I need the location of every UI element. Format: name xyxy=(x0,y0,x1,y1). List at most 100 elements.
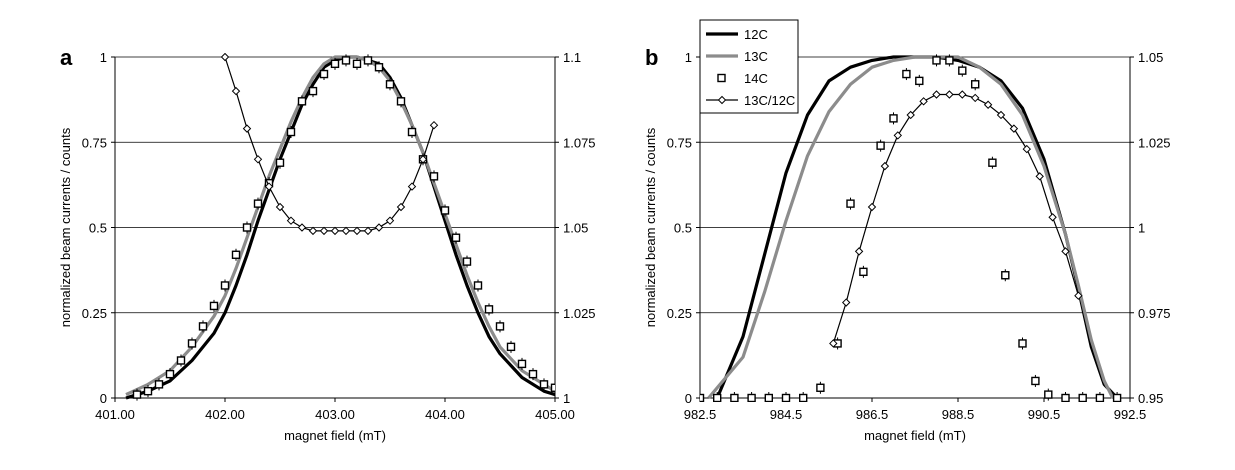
data-point xyxy=(781,393,791,402)
data-point xyxy=(958,66,967,75)
data-point xyxy=(1061,393,1070,402)
x-tick-label: 986.5 xyxy=(856,407,889,422)
data-point xyxy=(970,93,980,103)
data-point xyxy=(330,59,340,69)
data-point xyxy=(539,380,549,389)
legend-label: 13C xyxy=(744,49,768,64)
y2-tick-label: 0.95 xyxy=(1138,391,1163,406)
data-point xyxy=(1074,291,1083,300)
data-point xyxy=(1031,376,1040,386)
data-point xyxy=(231,250,241,259)
data-point xyxy=(880,161,890,171)
data-point xyxy=(440,206,450,215)
panel-letter: b xyxy=(645,45,658,70)
data-point xyxy=(958,90,967,99)
data-point xyxy=(429,172,439,181)
data-point xyxy=(1009,124,1019,133)
y2-tick-label: 1.075 xyxy=(563,135,596,150)
y2-tick-label: 1.025 xyxy=(563,306,596,321)
data-point xyxy=(841,298,851,307)
data-point xyxy=(1022,144,1032,154)
series-14c xyxy=(700,54,1122,402)
data-point xyxy=(484,305,494,314)
y2-tick-label: 1.025 xyxy=(1138,135,1171,150)
series-line-13c-12c xyxy=(832,93,1079,344)
y2-tick-label: 1.05 xyxy=(563,221,588,236)
data-point xyxy=(363,226,373,236)
data-point xyxy=(932,56,941,65)
data-point xyxy=(374,223,384,232)
y2-tick-label: 1.05 xyxy=(1138,50,1163,65)
data-point xyxy=(286,127,296,137)
x-tick-label: 984.5 xyxy=(770,407,803,422)
data-point xyxy=(275,158,285,167)
data-point xyxy=(889,114,898,123)
legend: 12C 13C 14C 13C/12C xyxy=(699,19,799,114)
data-point xyxy=(242,223,252,232)
data-point xyxy=(906,110,915,120)
data-point xyxy=(352,226,362,236)
series-line-13c xyxy=(125,55,555,397)
legend-label: 14C xyxy=(744,71,768,86)
x-axis-label: magnet field (mT) xyxy=(284,428,386,443)
data-point xyxy=(418,155,428,164)
data-point xyxy=(451,233,461,242)
series-13c-12c xyxy=(829,90,1083,348)
data-point xyxy=(1078,393,1087,402)
y-tick-label: 1 xyxy=(685,50,692,65)
y2-tick-label: 1 xyxy=(1138,221,1145,236)
series-13c xyxy=(125,55,555,397)
data-point xyxy=(854,247,864,256)
x-tick-label: 404.00 xyxy=(425,407,465,422)
y2-tick-label: 0.975 xyxy=(1138,306,1171,321)
legend-label: 13C/12C xyxy=(744,93,795,108)
data-point xyxy=(829,339,838,348)
data-point xyxy=(319,69,329,79)
data-point xyxy=(352,59,362,69)
data-point xyxy=(264,182,274,191)
panel-letter: a xyxy=(60,45,73,70)
data-point xyxy=(341,226,351,236)
data-point xyxy=(1048,213,1057,222)
data-point xyxy=(846,199,855,208)
data-point xyxy=(495,322,505,331)
data-point xyxy=(730,393,739,402)
x-tick-label: 982.5 xyxy=(684,407,717,422)
data-point xyxy=(550,383,555,392)
data-point xyxy=(859,267,868,277)
data-point xyxy=(286,216,296,225)
data-point xyxy=(919,97,928,106)
data-point xyxy=(209,301,219,311)
data-point xyxy=(876,141,885,150)
x-axis-label: magnet field (mT) xyxy=(864,428,966,443)
data-point xyxy=(799,393,808,402)
series-14c xyxy=(132,54,555,401)
y-tick-label: 0 xyxy=(100,391,107,406)
data-point xyxy=(764,393,773,402)
chart-panel-b: 0 0.25 0.5 0.75 1 0.95 0.975 1 1.025 1.05 982.5 984… xyxy=(643,19,1171,443)
data-point xyxy=(506,342,516,352)
data-point xyxy=(220,281,230,290)
data-point xyxy=(341,56,351,65)
data-point xyxy=(1095,393,1105,402)
x-tick-label: 990.5 xyxy=(1028,407,1061,422)
data-point xyxy=(396,202,406,212)
data-point xyxy=(747,393,756,402)
data-point xyxy=(1044,390,1053,399)
data-point xyxy=(154,380,164,389)
data-point xyxy=(462,257,472,266)
data-point xyxy=(429,120,439,130)
data-point xyxy=(713,393,722,402)
data-point xyxy=(902,69,911,79)
x-tick-label: 403.00 xyxy=(315,407,355,422)
data-point xyxy=(165,369,175,379)
data-point xyxy=(983,100,993,109)
y2-tick-label: 1.1 xyxy=(563,50,581,65)
data-point xyxy=(297,223,307,232)
data-point xyxy=(253,199,263,208)
legend-label: 12C xyxy=(744,27,768,42)
data-point xyxy=(319,226,329,236)
y-tick-label: 0.5 xyxy=(89,221,107,236)
